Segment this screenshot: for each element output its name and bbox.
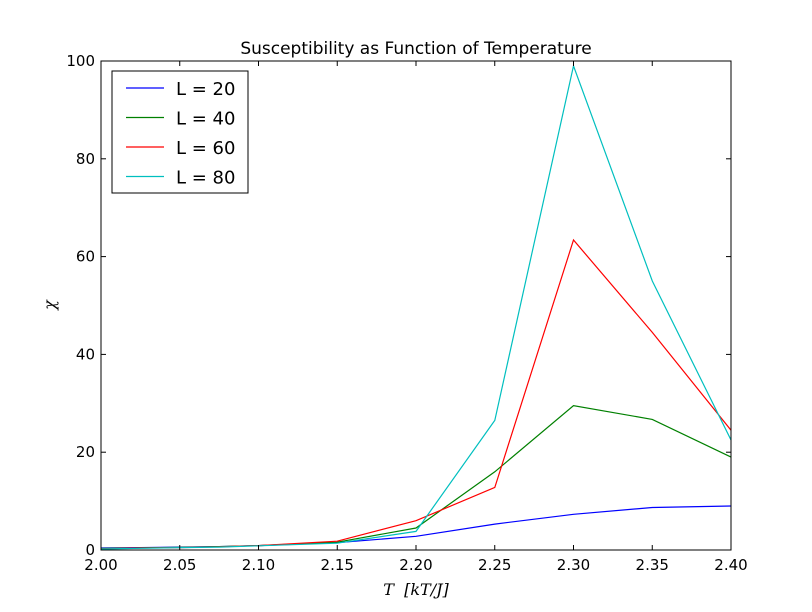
y-tick-label: 100: [66, 52, 95, 70]
x-tick-label: 2.30: [557, 556, 590, 574]
y-tick-label: 80: [76, 150, 95, 168]
x-axis-label: T [kT/J]: [383, 580, 449, 599]
x-tick-label: 2.35: [636, 556, 669, 574]
y-tick-label: 0: [85, 541, 95, 559]
y-tick-label: 60: [76, 248, 95, 266]
y-axis-label: χ: [40, 299, 59, 311]
legend-label: L = 20: [176, 79, 235, 100]
x-tick-label: 2.00: [84, 556, 117, 574]
x-tick-label: 2.15: [321, 556, 354, 574]
x-tick-label: 2.20: [399, 556, 432, 574]
ticks-layer: 2.00 2.05 2.10 2.15 2.20 2.25 2.30 2.35 2.40 0 20 4…: [66, 52, 747, 574]
plot-frame: [100, 60, 732, 551]
x-tick-label: 2.05: [163, 556, 196, 574]
y-tick-label: 20: [76, 443, 95, 461]
legend-label: L = 40: [176, 109, 235, 130]
y-tick-label: 40: [76, 345, 95, 363]
legend-label: L = 60: [176, 138, 235, 159]
chart-title: Susceptibility as Function of Temperatur…: [240, 39, 591, 59]
legend-label: L = 80: [176, 168, 235, 189]
x-tick-label: 2.25: [478, 556, 511, 574]
legend-box: [111, 70, 249, 194]
x-tick-label: 2.10: [242, 556, 275, 574]
series-line-4: [101, 63, 731, 550]
x-tick-label: 2.40: [714, 556, 747, 574]
series-layer: [101, 63, 731, 550]
legend: L = 20 L = 40 L = 60 L = 80: [111, 70, 249, 194]
